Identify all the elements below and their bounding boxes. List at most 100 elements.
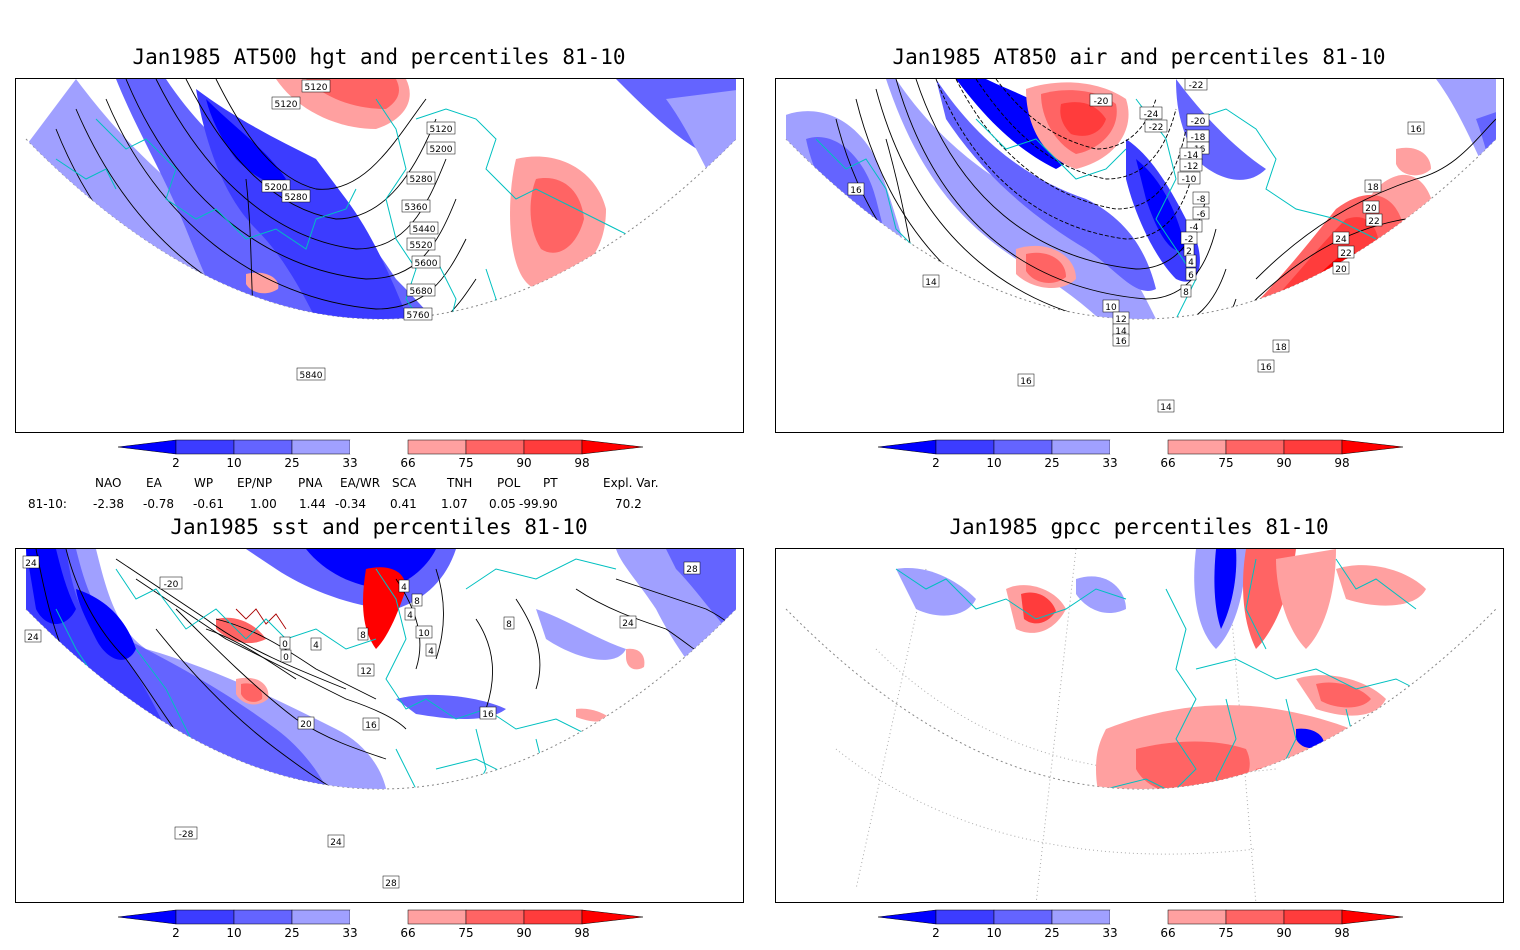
colorbar-tick-label: 75 (1218, 456, 1234, 470)
colorbar-swatch (877, 439, 937, 455)
contour-label: -20 (1094, 97, 1109, 107)
contour-label-box (1177, 171, 1201, 185)
contour-label: 24 (1335, 235, 1347, 245)
contour-label: 4 (1188, 258, 1194, 268)
contour-label-box (1139, 106, 1163, 120)
contour-label-box (683, 561, 701, 575)
colorbar-tick-label: 33 (342, 456, 358, 470)
contour-label-box (1337, 245, 1355, 259)
colorbar-swatch (465, 909, 525, 925)
colorbar-tick-label: 25 (284, 456, 300, 470)
colorbar-swatch (581, 909, 644, 925)
contour-label: 4 (401, 583, 407, 593)
contour-label: 5120 (305, 83, 328, 93)
contour-label-box (409, 221, 439, 235)
contour-label: -20 (1191, 117, 1206, 127)
contour-label: 24 (27, 633, 39, 643)
index-row-label: 81-10: (28, 497, 67, 511)
contour-label: 16 (1410, 125, 1422, 135)
colorbar-tick-label: 90 (1276, 926, 1292, 940)
contour-label-box (398, 579, 410, 593)
contour-label-box (362, 717, 380, 731)
contour-label-box (1272, 339, 1290, 353)
contour-label: 8 (360, 631, 366, 641)
contour-label: -24 (1144, 110, 1159, 120)
contour-label: 5200 (265, 183, 288, 193)
contour-label: 18 (1367, 183, 1379, 193)
colorbar-swatch (935, 439, 995, 455)
map-panel-air850[interactable]: -22-20-24-22-20-18-16-14-12-10-8-6-4-224… (775, 78, 1504, 433)
contour-label: -18 (1191, 133, 1206, 143)
contour-label-box (406, 283, 436, 297)
contour-label-box (1144, 119, 1168, 133)
map-panel-sst[interactable]: -20 24 24 0 4 8 0 4 10 4 8 12 16 16 20 -28 24 28 28 24 4 8 (15, 548, 744, 903)
colorbar-swatch (523, 909, 583, 925)
colorbar-tick-label: 33 (1102, 456, 1118, 470)
contour-label-box (426, 141, 456, 155)
panel-title-hgt500: Jan1985 AT500 hgt and percentiles 81-10 (132, 45, 626, 69)
index-header-tnh: TNH (447, 476, 473, 490)
contour-label: 10 (418, 629, 430, 639)
colorbar-tick-label: 10 (226, 926, 242, 940)
colorbar-graphic (877, 909, 1404, 925)
colorbar-bottom-right: 2 10 25 33 66 75 90 98 (877, 909, 1404, 950)
contour-label: 12 (1115, 315, 1126, 325)
contour-label-box (296, 367, 326, 381)
contour-label: 16 (1020, 377, 1032, 387)
contour-label: -20 (164, 580, 179, 590)
colorbar-swatch (175, 909, 235, 925)
index-value-ea: -0.78 (143, 497, 175, 511)
contour-label: 8 (1183, 288, 1189, 298)
index-value-expl-var: 70.2 (615, 497, 642, 511)
colorbar-swatch (407, 439, 467, 455)
contour-label-box (271, 96, 301, 110)
colorbar-swatch (1167, 909, 1227, 925)
contour-label: 20 (1335, 265, 1347, 275)
colorbar-swatch (877, 909, 937, 925)
contour-label: -28 (179, 830, 194, 840)
index-header-sca: SCA (392, 476, 417, 490)
contour-label-box (1185, 267, 1197, 281)
contour-label: 18 (1275, 343, 1287, 353)
colorbar-swatch (581, 439, 644, 455)
panel-title-air850: Jan1985 AT850 air and percentiles 81-10 (892, 45, 1386, 69)
contour-label: -6 (1197, 210, 1206, 220)
contour-label: 14 (925, 278, 937, 288)
contour-label: 24 (622, 619, 634, 629)
contour-label-box (847, 182, 865, 196)
contour-label: 16 (365, 721, 377, 731)
contour-label: 5120 (430, 125, 453, 135)
colorbar-tick-label: 2 (172, 456, 180, 470)
contour-label: 5120 (275, 100, 298, 110)
contour-label: 5280 (285, 193, 308, 203)
panel-title-gpcc: Jan1985 gpcc percentiles 81-10 (949, 515, 1329, 539)
colorbar-tick-label: 66 (400, 456, 416, 470)
index-header-pt: PT (543, 476, 558, 490)
contour-label-box (411, 255, 441, 269)
colorbar-tick-label: 66 (400, 926, 416, 940)
colorbar-swatch (233, 909, 293, 925)
colorbar-swatch (117, 439, 177, 455)
colorbar-tick-label: 2 (932, 926, 940, 940)
colorbar-swatch (1225, 439, 1285, 455)
panel-title-sst: Jan1985 sst and percentiles 81-10 (170, 515, 588, 539)
contour-label-box (426, 121, 456, 135)
colorbar-tick-label: 25 (1044, 456, 1060, 470)
index-value-pt: -99.90 (519, 497, 558, 511)
map-panel-gpcc[interactable] (775, 548, 1504, 903)
colorbar-swatch (1283, 439, 1343, 455)
map-panel-hgt500[interactable]: 5120 5120 5120 5200 5200 5280 5280 5360 5440 5520… (15, 78, 744, 433)
contour-label-box (280, 649, 292, 663)
contour-label: -14 (1184, 151, 1199, 161)
index-header-wp: WP (194, 476, 214, 490)
contour-label-box (1112, 333, 1130, 347)
contour-label-box (1102, 299, 1120, 313)
map-hgt500-graphic: 5120512051205200520052805280536054405520… (25, 79, 737, 381)
contour-label-box (310, 637, 322, 651)
index-header-eawr: EA/WR (340, 476, 381, 490)
colorbar-top-right: 2 10 25 33 66 75 90 98 (877, 439, 1404, 480)
colorbar-swatch (117, 909, 177, 925)
contour-label: 14 (1115, 327, 1127, 337)
contour-label-box (297, 716, 315, 730)
colorbar-swatch (465, 439, 525, 455)
